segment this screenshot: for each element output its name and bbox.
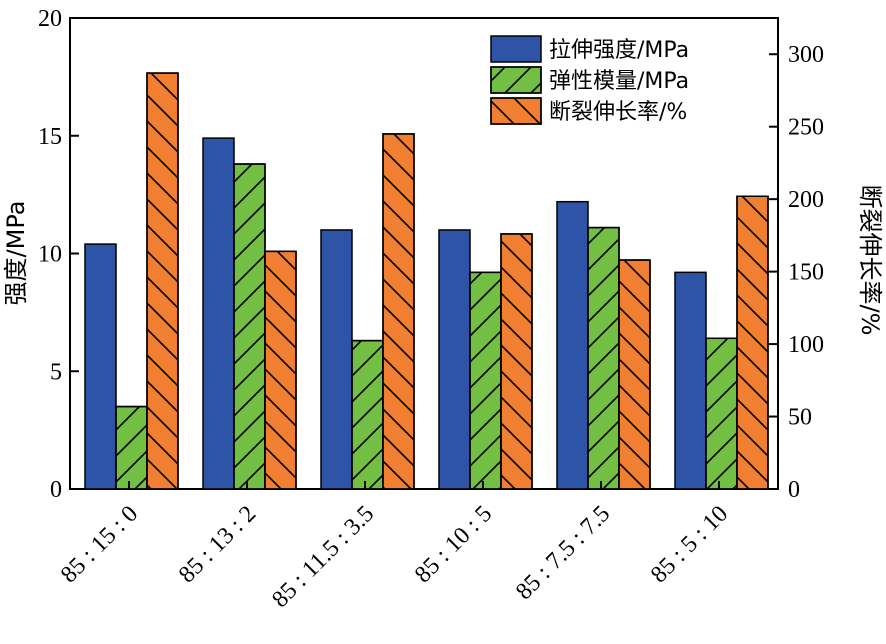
x-tick-label: 85 : 7.5 : 7.5 (511, 501, 615, 605)
bars (84, 72, 769, 490)
bar (556, 200, 589, 490)
right-tick-label: 200 (788, 187, 824, 213)
legend-label: 拉伸强度/MPa (549, 38, 689, 63)
right-tick-label: 50 (788, 405, 812, 431)
legend: 拉伸强度/MPa 弹性模量/MPa 断裂伸长率/% (490, 35, 689, 125)
x-tick-label: 85 : 15 : 0 (56, 501, 143, 588)
legend-label: 断裂伸长率/% (549, 100, 687, 125)
x-tick-label: 85 : 11.5 : 3.5 (267, 501, 379, 613)
bar-hatch (500, 233, 533, 490)
x-tick-label: 85 : 10 : 5 (410, 501, 497, 588)
legend-swatch-hatch (490, 97, 542, 125)
left-axis-title: 强度/MPa (2, 201, 30, 306)
bar-hatch (587, 226, 620, 490)
bar (84, 243, 117, 490)
left-tick-label: 0 (50, 477, 62, 503)
bar (320, 229, 353, 490)
x-tick-label: 85 : 13 : 2 (174, 501, 261, 588)
right-tick-label: 250 (788, 115, 824, 141)
bar-hatch (351, 339, 384, 490)
bar (438, 229, 471, 490)
right-tick-label: 0 (788, 477, 800, 503)
bar (674, 271, 707, 490)
bar-hatch (705, 337, 738, 490)
bar-hatch (146, 72, 179, 490)
bar-hatch (233, 163, 266, 490)
left-tick-label: 20 (38, 6, 62, 32)
bar-hatch (115, 405, 148, 490)
left-tick-label: 15 (38, 124, 62, 150)
bar-hatch (382, 133, 415, 490)
x-tick-label: 85 : 5 : 10 (646, 501, 733, 588)
bar-hatch (736, 195, 769, 490)
right-tick-label: 150 (788, 260, 824, 286)
right-tick-label: 100 (788, 332, 824, 358)
bar-hatch (618, 259, 651, 490)
bar (202, 137, 235, 490)
legend-swatch-hatch (490, 66, 542, 94)
left-tick-label: 5 (50, 359, 62, 385)
bar-hatch (469, 271, 502, 490)
legend-label: 弹性模量/MPa (549, 69, 689, 94)
bar-hatch (264, 250, 297, 490)
right-tick-label: 300 (788, 42, 824, 68)
right-axis-title: 断裂伸长率/% (856, 185, 884, 336)
legend-swatch (490, 35, 542, 63)
left-tick-label: 10 (38, 242, 62, 268)
